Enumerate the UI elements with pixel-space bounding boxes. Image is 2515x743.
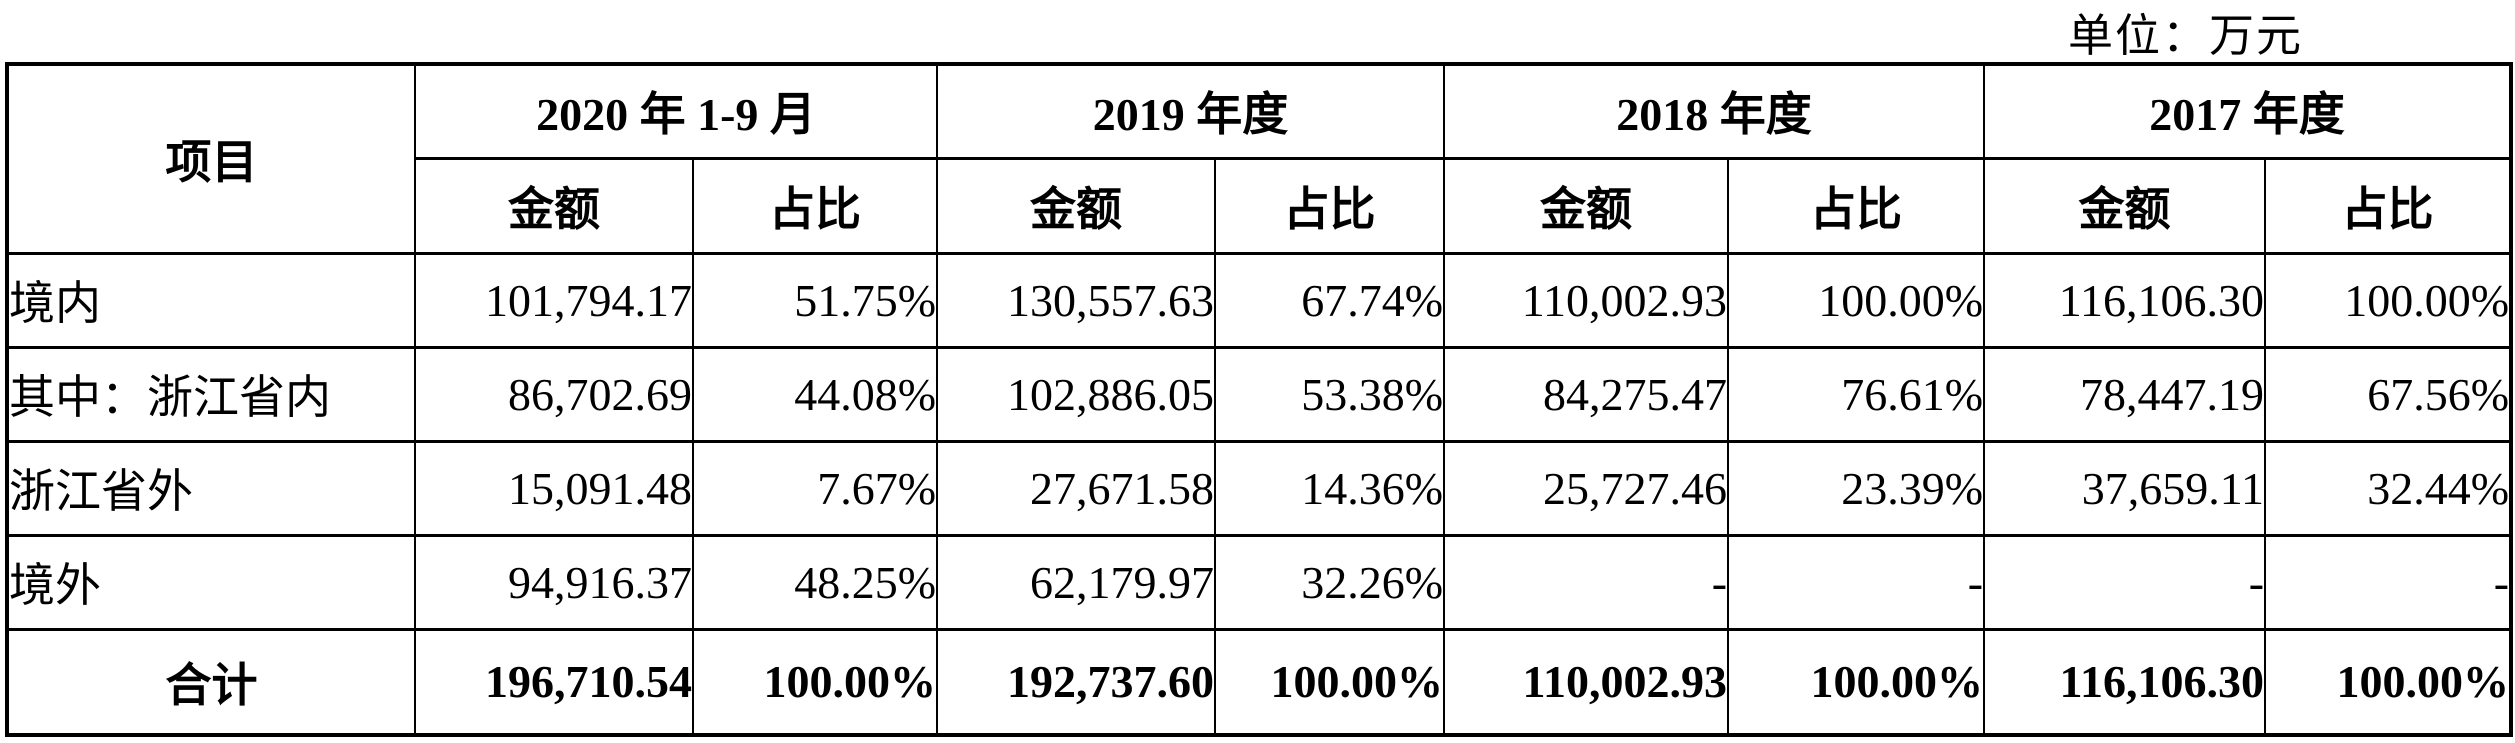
amount-cell: - [1983,533,2267,631]
amount-cell: 130,557.63 [936,251,1217,349]
row-label-cell: 合计 [6,627,416,737]
table-row-zhejiang-inside: 其中：浙江省内 86,702.69 44.08% 102,886.05 53.3… [6,345,2513,443]
amount-header-cell: 金额 [1443,156,1730,255]
amount-cell: 110,002.93 [1443,627,1730,737]
amount-cell: 102,886.05 [936,345,1217,443]
revenue-by-region-table: 项目 2020 年 1-9 月 2019 年度 2018 年度 2017 年度 … [5,62,2514,737]
ratio-cell: 32.44% [2264,439,2513,537]
amount-cell: 116,106.30 [1983,251,2267,349]
amount-cell: 101,794.17 [414,251,694,349]
ratio-cell: 32.26% [1214,533,1446,631]
amount-cell: 27,671.58 [936,439,1217,537]
ratio-cell: 51.75% [691,251,939,349]
ratio-cell: 76.61% [1727,345,1986,443]
amount-header-cell: 金额 [414,156,694,255]
ratio-cell: 44.08% [691,345,939,443]
row-label-cell: 境内 [6,251,416,349]
row-label-cell: 境外 [6,533,416,631]
ratio-cell: - [1727,533,1986,631]
ratio-cell: 67.56% [2264,345,2513,443]
ratio-cell: 23.39% [1727,439,1986,537]
ratio-cell: 100.00% [1727,627,1986,737]
ratio-header-cell: 占比 [691,156,939,255]
header-row-periods: 项目 2020 年 1-9 月 2019 年度 2018 年度 2017 年度 [6,62,2513,255]
ratio-cell: 48.25% [691,533,939,631]
ratio-cell: 100.00% [2264,627,2513,737]
ratio-cell: 100.00% [691,627,939,737]
ratio-header-cell: 占比 [1727,156,1986,255]
row-label-cell: 浙江省外 [6,439,416,537]
amount-cell: 116,106.30 [1983,627,2267,737]
amount-header-cell: 金额 [1983,156,2267,255]
ratio-cell: 53.38% [1214,345,1446,443]
amount-cell: 110,002.93 [1443,251,1730,349]
ratio-cell: - [2264,533,2513,631]
amount-cell: 84,275.47 [1443,345,1730,443]
row-label-cell: 其中：浙江省内 [6,345,416,443]
amount-cell: 192,737.60 [936,627,1217,737]
ratio-cell: 100.00% [1727,251,1986,349]
table-row-overseas: 境外 94,916.37 48.25% 62,179.97 32.26% - -… [6,533,2513,631]
ratio-cell: 100.00% [2264,251,2513,349]
table-row-total: 合计 196,710.54 100.00% 192,737.60 100.00%… [6,627,2513,737]
period-header-2017: 2017 年度 [1983,62,2513,160]
amount-cell: 94,916.37 [414,533,694,631]
ratio-header-cell: 占比 [1214,156,1446,255]
item-header-cell: 项目 [6,62,416,255]
period-header-2018: 2018 年度 [1443,62,1986,160]
header-row-subcolumns: 金额 占比 金额 占比 金额 占比 金额 占比 [7,156,2513,255]
table-row-zhejiang-outside: 浙江省外 15,091.48 7.67% 27,671.58 14.36% 25… [6,439,2513,537]
ratio-header-cell: 占比 [2264,156,2513,255]
amount-cell: 37,659.11 [1983,439,2267,537]
ratio-cell: 100.00% [1214,627,1446,737]
amount-cell: 25,727.46 [1443,439,1730,537]
amount-cell: 62,179.97 [936,533,1217,631]
amount-cell: 15,091.48 [414,439,694,537]
amount-cell: - [1443,533,1730,631]
amount-cell: 78,447.19 [1983,345,2267,443]
amount-header-cell: 金额 [936,156,1217,255]
period-header-2019: 2019 年度 [936,62,1446,160]
unit-label: 单位：万元 [2067,10,2303,61]
ratio-cell: 7.67% [691,439,939,537]
ratio-cell: 14.36% [1214,439,1446,537]
amount-cell: 86,702.69 [414,345,694,443]
table-row-domestic: 境内 101,794.17 51.75% 130,557.63 67.74% 1… [6,251,2513,349]
amount-cell: 196,710.54 [414,627,694,737]
period-header-2020: 2020 年 1-9 月 [413,62,939,160]
ratio-cell: 67.74% [1214,251,1446,349]
